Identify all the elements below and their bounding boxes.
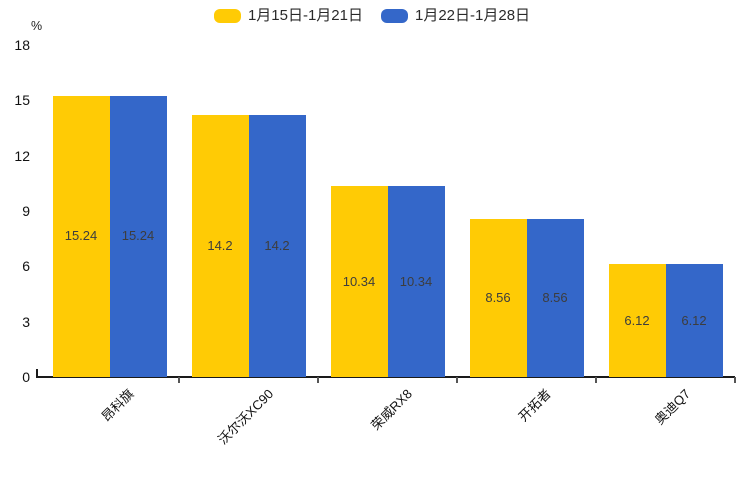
bar: [387, 186, 445, 377]
x-axis-tick: [178, 377, 180, 383]
y-axis-tick-label: 15: [14, 92, 30, 109]
legend-swatch-blue: [381, 9, 408, 23]
x-axis-tick: [456, 377, 458, 383]
legend-item-series2: 1月22日-1月28日: [381, 8, 530, 24]
bar: [191, 115, 249, 377]
x-axis-label: 荣威RX8: [368, 386, 416, 434]
x-axis-label: 开拓者: [516, 386, 555, 425]
x-axis-labels: 昂科旗 沃尔沃XC90 荣威RX8 开拓者 奥迪Q7: [40, 384, 735, 484]
y-axis-tick-label: 6: [22, 258, 30, 275]
y-axis-unit-label: %: [31, 19, 43, 33]
bar-value-label: 14.2: [264, 238, 290, 254]
bar-value-label: 6.12: [624, 312, 650, 328]
y-axis-tick-label: 9: [22, 203, 30, 219]
plot-area: 15.24 15.24 14.2 14.2 10.34 10.34 8.56 8.56 6.12…: [36, 45, 736, 383]
legend-label-series1: 1月15日-1月21日: [247, 7, 363, 24]
bar-value-label: 15.24: [64, 228, 98, 244]
bar: [665, 264, 723, 377]
x-axis-label: 奥迪Q7: [651, 386, 694, 428]
legend-label-series2: 1月22日-1月28日: [415, 7, 531, 24]
bar: [608, 264, 666, 377]
bar: [330, 186, 388, 377]
legend-swatch-yellow: [213, 9, 241, 23]
bar-value-label: 15.24: [121, 228, 155, 244]
y-axis-tick-label: 3: [22, 313, 30, 330]
legend-item-series1: 1月15日-1月21日: [213, 7, 363, 24]
bar-value-label: 6.12: [681, 312, 707, 328]
bar-value-label: 10.34: [399, 273, 433, 289]
bar-value-label: 8.56: [542, 290, 568, 306]
x-axis-label: 昂科旗: [99, 386, 138, 425]
bar: [469, 219, 527, 377]
y-axis-tick-label: 0: [22, 369, 30, 385]
chart-legend: 1月15日-1月21日 1月22日-1月28日: [0, 7, 744, 25]
y-axis: 0 3 6 9 12 15 18: [0, 0, 32, 496]
bar: [52, 95, 110, 377]
x-axis-tick: [595, 377, 597, 383]
bar-value-label: 8.56: [485, 290, 511, 306]
bar: [109, 95, 167, 377]
x-axis-left-corner-tick: [36, 369, 38, 377]
x-axis-label: 沃尔沃XC90: [215, 386, 277, 448]
x-axis-tick: [734, 377, 736, 383]
bar: [526, 219, 584, 377]
bar-value-label: 10.34: [342, 273, 376, 289]
bar-value-label: 14.2: [207, 238, 233, 254]
y-axis-tick-label: 12: [14, 147, 30, 164]
x-axis-tick: [317, 377, 319, 383]
x-axis-line: [36, 376, 735, 378]
bar: [248, 115, 306, 377]
y-axis-tick-label: 18: [14, 37, 30, 53]
